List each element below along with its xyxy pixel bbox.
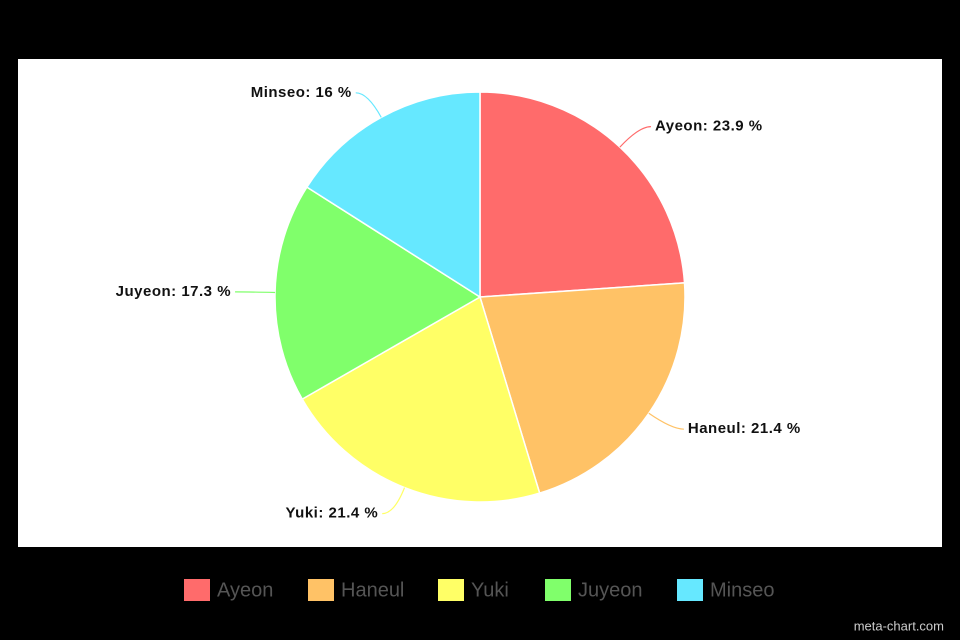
data-label: Haneul: 21.4 %	[688, 420, 801, 437]
leader-line	[619, 126, 652, 148]
leader-line	[355, 92, 382, 118]
legend-label: Minseo	[710, 579, 774, 601]
pie-slice	[301, 295, 541, 503]
pie-slice	[274, 186, 482, 401]
credit: meta-chart.com	[854, 618, 944, 633]
legend-swatch	[438, 579, 464, 601]
data-label: Yuki: 21.4 %	[286, 505, 379, 522]
leader-line	[648, 412, 684, 430]
data-label: Ayeon: 23.9 %	[655, 118, 763, 135]
legend-swatch	[184, 579, 210, 601]
data-label: Juyeon: 17.3 %	[116, 283, 231, 300]
pie-slice	[305, 91, 481, 299]
legend-label: Juyeon	[578, 579, 643, 601]
legend-label: Ayeon	[217, 579, 273, 601]
leader-line	[382, 487, 406, 515]
leader-line	[235, 291, 276, 294]
legend-swatch	[545, 579, 571, 601]
legend-label: Haneul	[341, 579, 404, 601]
data-label: Minseo: 16 %	[251, 84, 352, 101]
legend-swatch	[308, 579, 334, 601]
legend-label: Yuki	[471, 579, 509, 601]
legend-swatch	[677, 579, 703, 601]
